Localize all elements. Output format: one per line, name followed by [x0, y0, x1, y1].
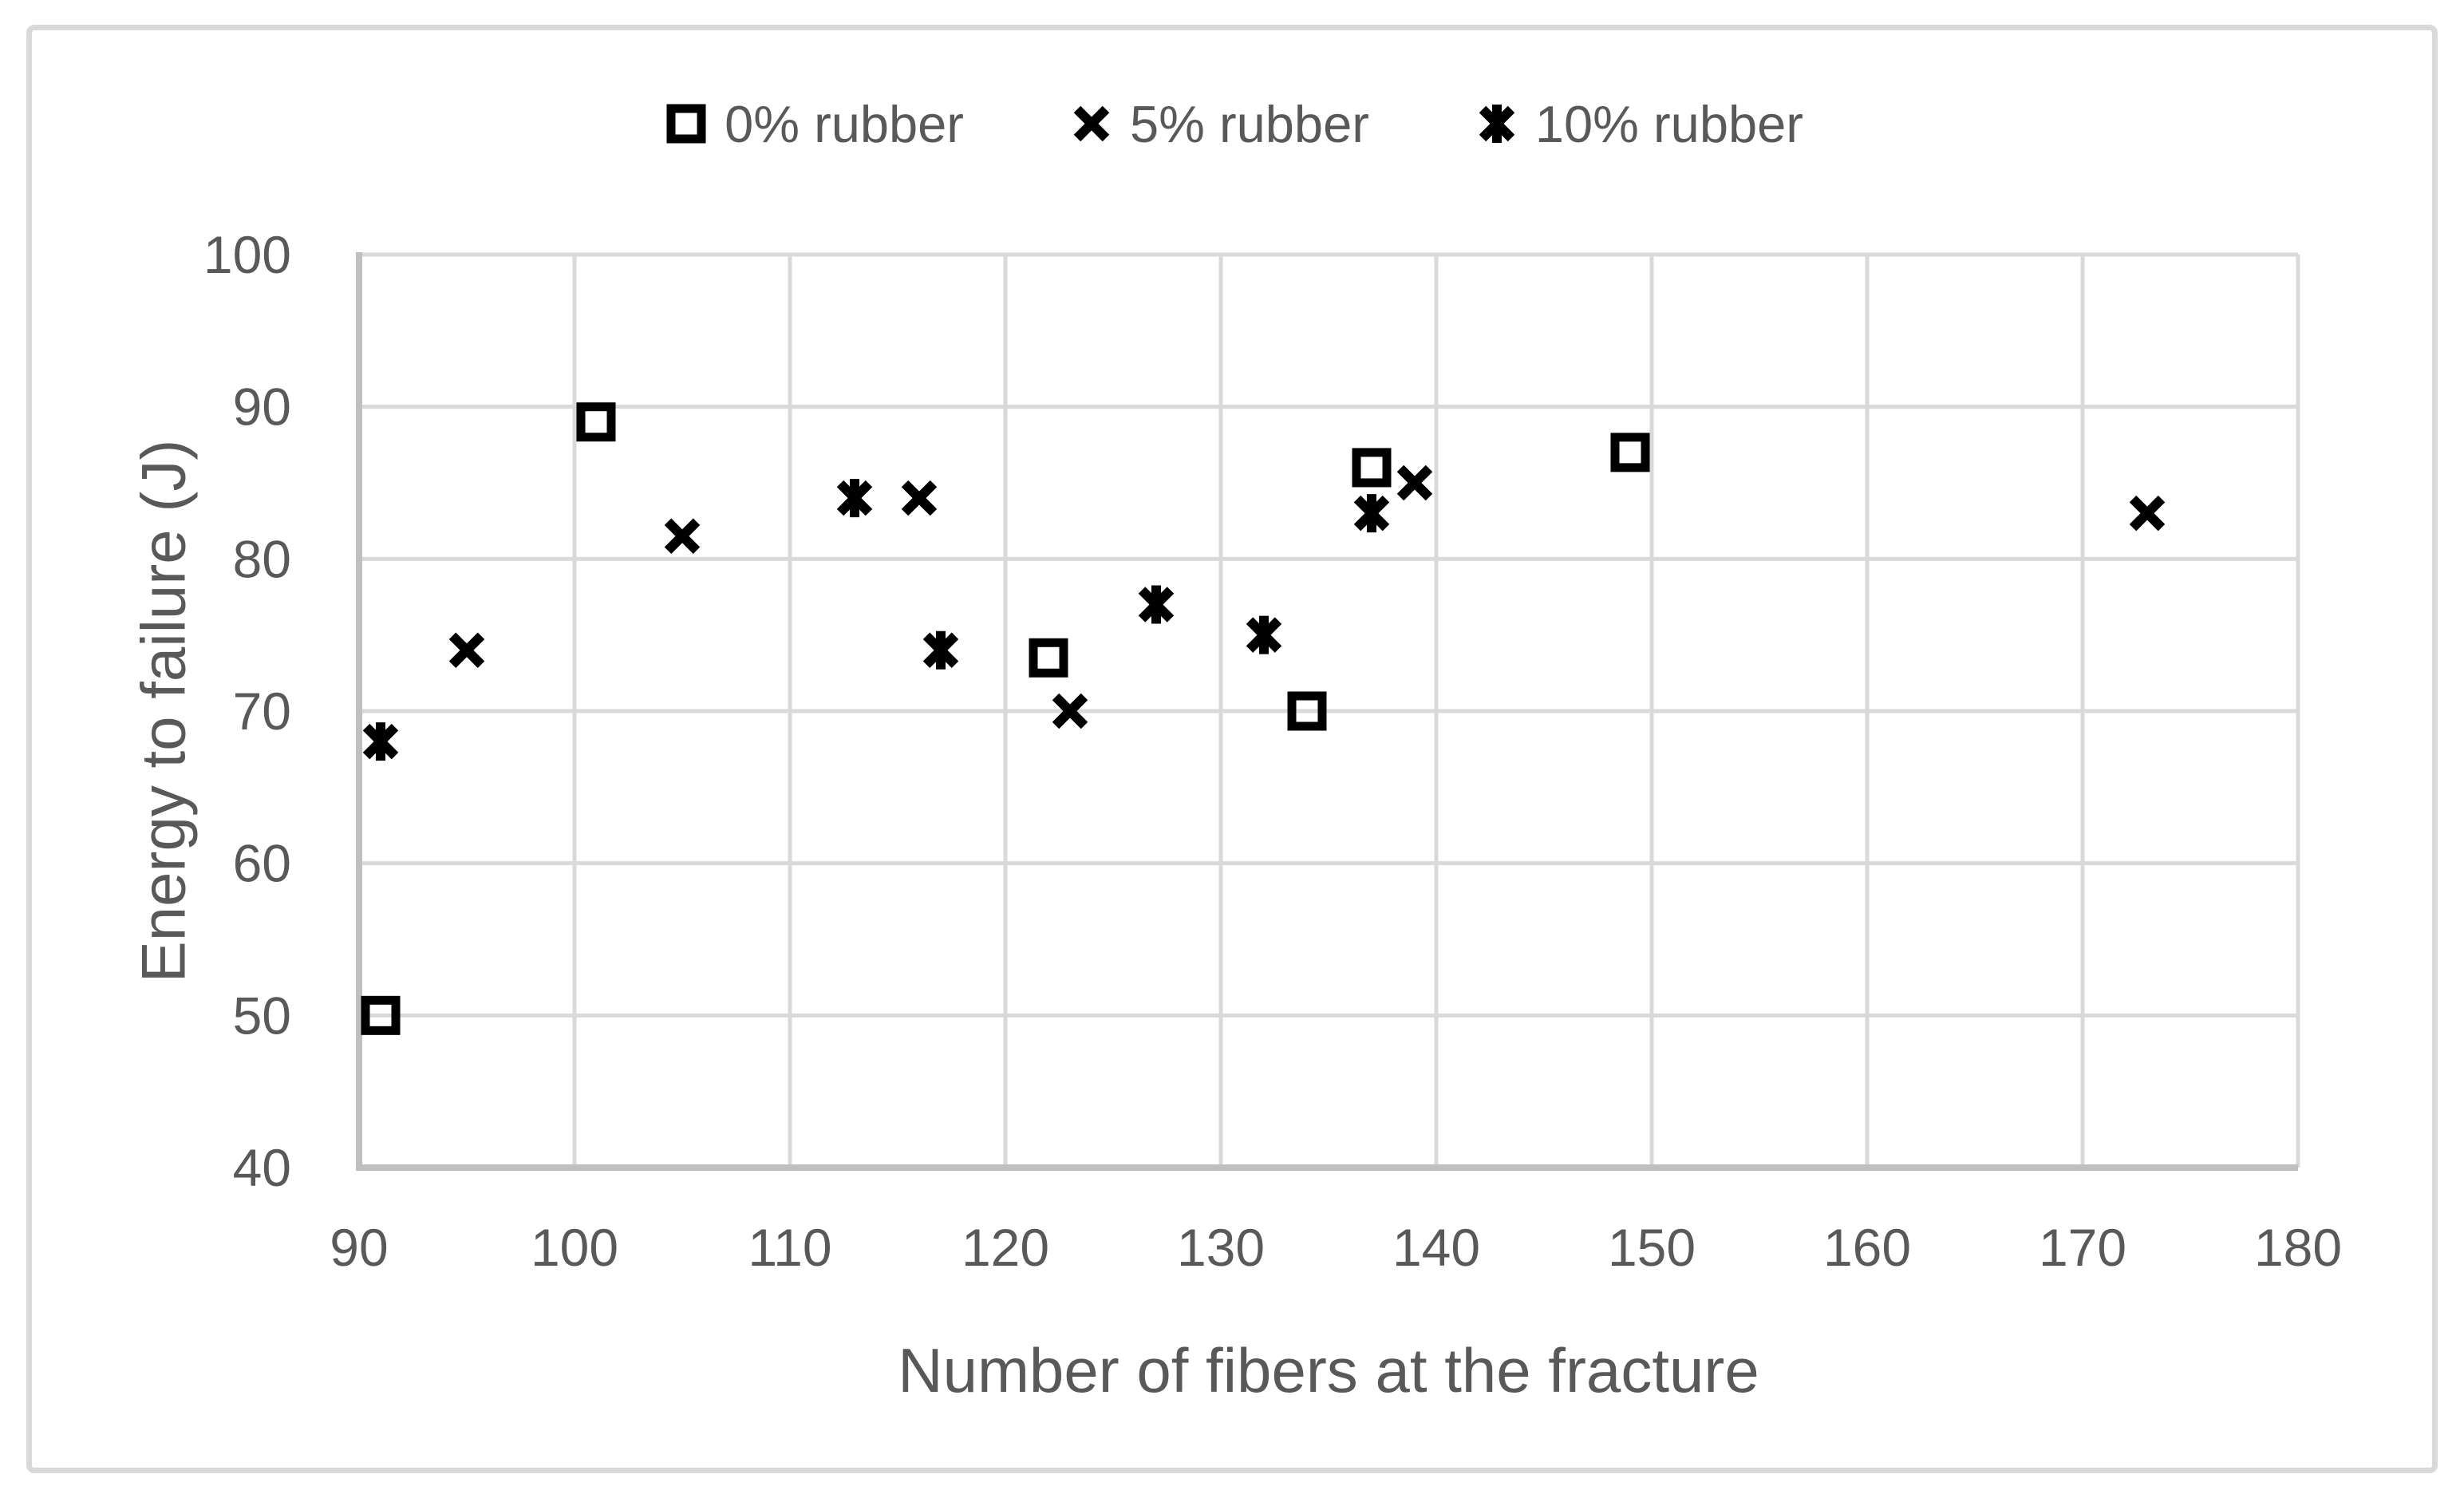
- chart-frame: [26, 25, 2438, 1473]
- square-marker-icon: [576, 402, 616, 442]
- x-tick-label: 140: [1392, 1218, 1480, 1277]
- x-tick-label: 160: [1823, 1218, 1911, 1277]
- y-tick-label: 60: [233, 834, 291, 893]
- legend-item-10-rubber: 10% rubber: [1471, 98, 1803, 150]
- star-marker-icon: [1353, 494, 1390, 533]
- legend-item-5-rubber: 5% rubber: [1066, 98, 1369, 150]
- series-0-rubber: [361, 402, 1650, 1035]
- legend-label: 10% rubber: [1534, 94, 1803, 153]
- x-tick-label: 150: [1608, 1218, 1696, 1277]
- y-axis-title: Energy to failure (J): [128, 439, 199, 983]
- star-marker-icon: [836, 479, 873, 518]
- series-5-rubber: [448, 464, 2166, 729]
- x-marker-icon: [901, 480, 938, 516]
- x-tick-label: 120: [962, 1218, 1049, 1277]
- x-tick-label: 180: [2254, 1218, 2342, 1277]
- x-legend-marker-icon: [1073, 105, 1110, 142]
- star-marker-icon: [922, 630, 959, 670]
- y-tick-label: 80: [233, 529, 291, 588]
- series-10-rubber: [362, 479, 1390, 761]
- square-legend-marker-icon: [666, 104, 706, 144]
- square-marker-icon: [1287, 691, 1327, 731]
- x-tick-label: 130: [1177, 1218, 1265, 1277]
- x-marker-icon: [2129, 495, 2166, 532]
- y-tick-label: 70: [233, 682, 291, 741]
- x-tick-label: 100: [531, 1218, 618, 1277]
- x-tick-label: 90: [330, 1218, 388, 1277]
- star-legend-marker-icon: [1479, 105, 1515, 143]
- legend-label: 5% rubber: [1129, 94, 1369, 153]
- square-marker-icon: [1610, 433, 1650, 472]
- gridlines: [359, 252, 2300, 1168]
- legend-label: 0% rubber: [725, 94, 964, 153]
- y-tick-label: 50: [233, 986, 291, 1045]
- x-tick-label: 170: [2039, 1218, 2126, 1277]
- x-marker-icon: [448, 632, 485, 668]
- star-marker-icon: [1138, 585, 1175, 624]
- x-marker-icon: [1396, 464, 1433, 501]
- star-marker-icon: [362, 722, 399, 761]
- axis-lines: [356, 252, 2298, 1171]
- tick-labels: 90 100 110 120 130 140 150 160 170 180 40 50 60 70 80 9…: [203, 225, 2342, 1277]
- x-tick-label: 110: [748, 1218, 831, 1277]
- y-tick-label: 40: [233, 1138, 291, 1197]
- x-marker-icon: [664, 518, 701, 554]
- square-marker-icon: [1029, 638, 1068, 678]
- legend-item-0-rubber: 0% rubber: [661, 98, 964, 150]
- star-marker-icon: [1246, 615, 1282, 654]
- legend: 0% rubber 5% rubber 10% rubber: [0, 80, 2464, 168]
- x-marker-icon: [1052, 693, 1088, 729]
- y-tick-label: 100: [203, 225, 291, 284]
- y-tick-label: 90: [233, 377, 291, 437]
- square-marker-icon: [1352, 448, 1392, 488]
- x-axis-title: Number of fibers at the fracture: [898, 1335, 1759, 1405]
- square-marker-icon: [361, 995, 401, 1035]
